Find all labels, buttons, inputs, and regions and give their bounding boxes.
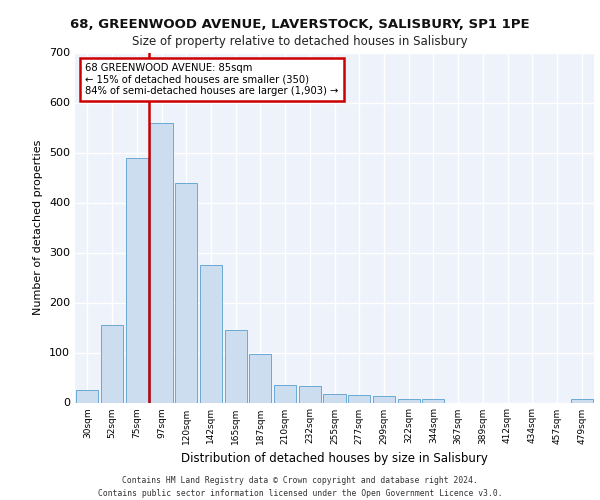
Bar [101, 325, 123, 402]
X-axis label: Distribution of detached houses by size in Salisbury: Distribution of detached houses by size … [181, 452, 488, 465]
Bar [200, 265, 222, 402]
Bar [125, 158, 148, 402]
Bar [249, 354, 271, 403]
Text: 68, GREENWOOD AVENUE, LAVERSTOCK, SALISBURY, SP1 1PE: 68, GREENWOOD AVENUE, LAVERSTOCK, SALISB… [70, 18, 530, 30]
Bar [571, 399, 593, 402]
Bar [151, 122, 173, 402]
Text: 68 GREENWOOD AVENUE: 85sqm
← 15% of detached houses are smaller (350)
84% of sem: 68 GREENWOOD AVENUE: 85sqm ← 15% of deta… [85, 63, 339, 96]
Bar [422, 399, 445, 402]
Bar [224, 330, 247, 402]
Bar [76, 390, 98, 402]
Bar [299, 386, 321, 402]
Bar [175, 182, 197, 402]
Text: Contains HM Land Registry data © Crown copyright and database right 2024.
Contai: Contains HM Land Registry data © Crown c… [98, 476, 502, 498]
Bar [398, 398, 420, 402]
Text: Size of property relative to detached houses in Salisbury: Size of property relative to detached ho… [132, 35, 468, 48]
Bar [274, 385, 296, 402]
Bar [323, 394, 346, 402]
Bar [373, 396, 395, 402]
Y-axis label: Number of detached properties: Number of detached properties [34, 140, 43, 315]
Bar [348, 394, 370, 402]
